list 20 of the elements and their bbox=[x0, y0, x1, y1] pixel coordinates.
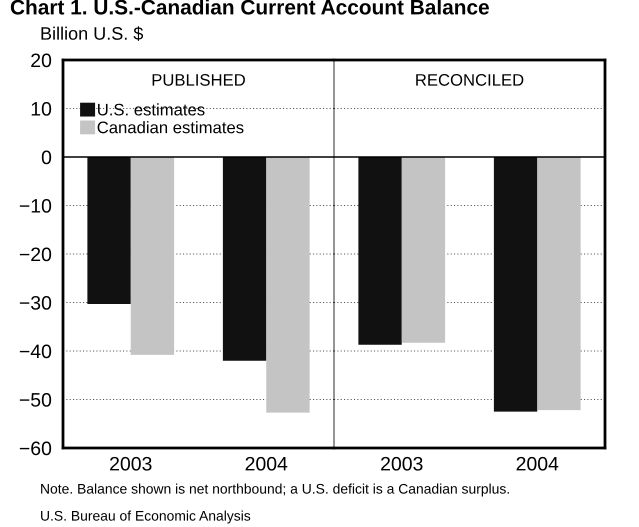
y-tick-label: −40 bbox=[20, 344, 52, 358]
legend-label: U.S. estimates bbox=[98, 103, 205, 116]
text: PUBLISHED bbox=[152, 74, 245, 86]
text: U.S. Bureau of Economic Analysis bbox=[41, 510, 250, 524]
y-axis-title: Billion U.S. $ bbox=[41, 26, 144, 41]
y-tick-label: −50 bbox=[20, 392, 52, 407]
y-tick-label: 10 bbox=[32, 102, 52, 116]
y-tick-label: −20 bbox=[20, 247, 52, 262]
y-tick-label: 20 bbox=[31, 53, 52, 68]
legend-label: Canadian estimates bbox=[98, 121, 244, 134]
x-tick-label: 2004 bbox=[246, 456, 288, 471]
x-tick-label: 2004 bbox=[516, 456, 558, 471]
y-tick-label: −30 bbox=[20, 296, 52, 310]
x-tick-label: 2003 bbox=[381, 456, 423, 471]
text: RECONCILED bbox=[416, 74, 524, 86]
y-tick-label: 0 bbox=[42, 150, 52, 164]
x-tick-label: 2003 bbox=[110, 456, 152, 471]
text: Note. Balance shown is net northbound; a U.S. deficit is a Canadian surplus. bbox=[41, 484, 509, 496]
y-tick-label: −10 bbox=[20, 198, 52, 213]
y-tick-label: −60 bbox=[20, 441, 52, 456]
